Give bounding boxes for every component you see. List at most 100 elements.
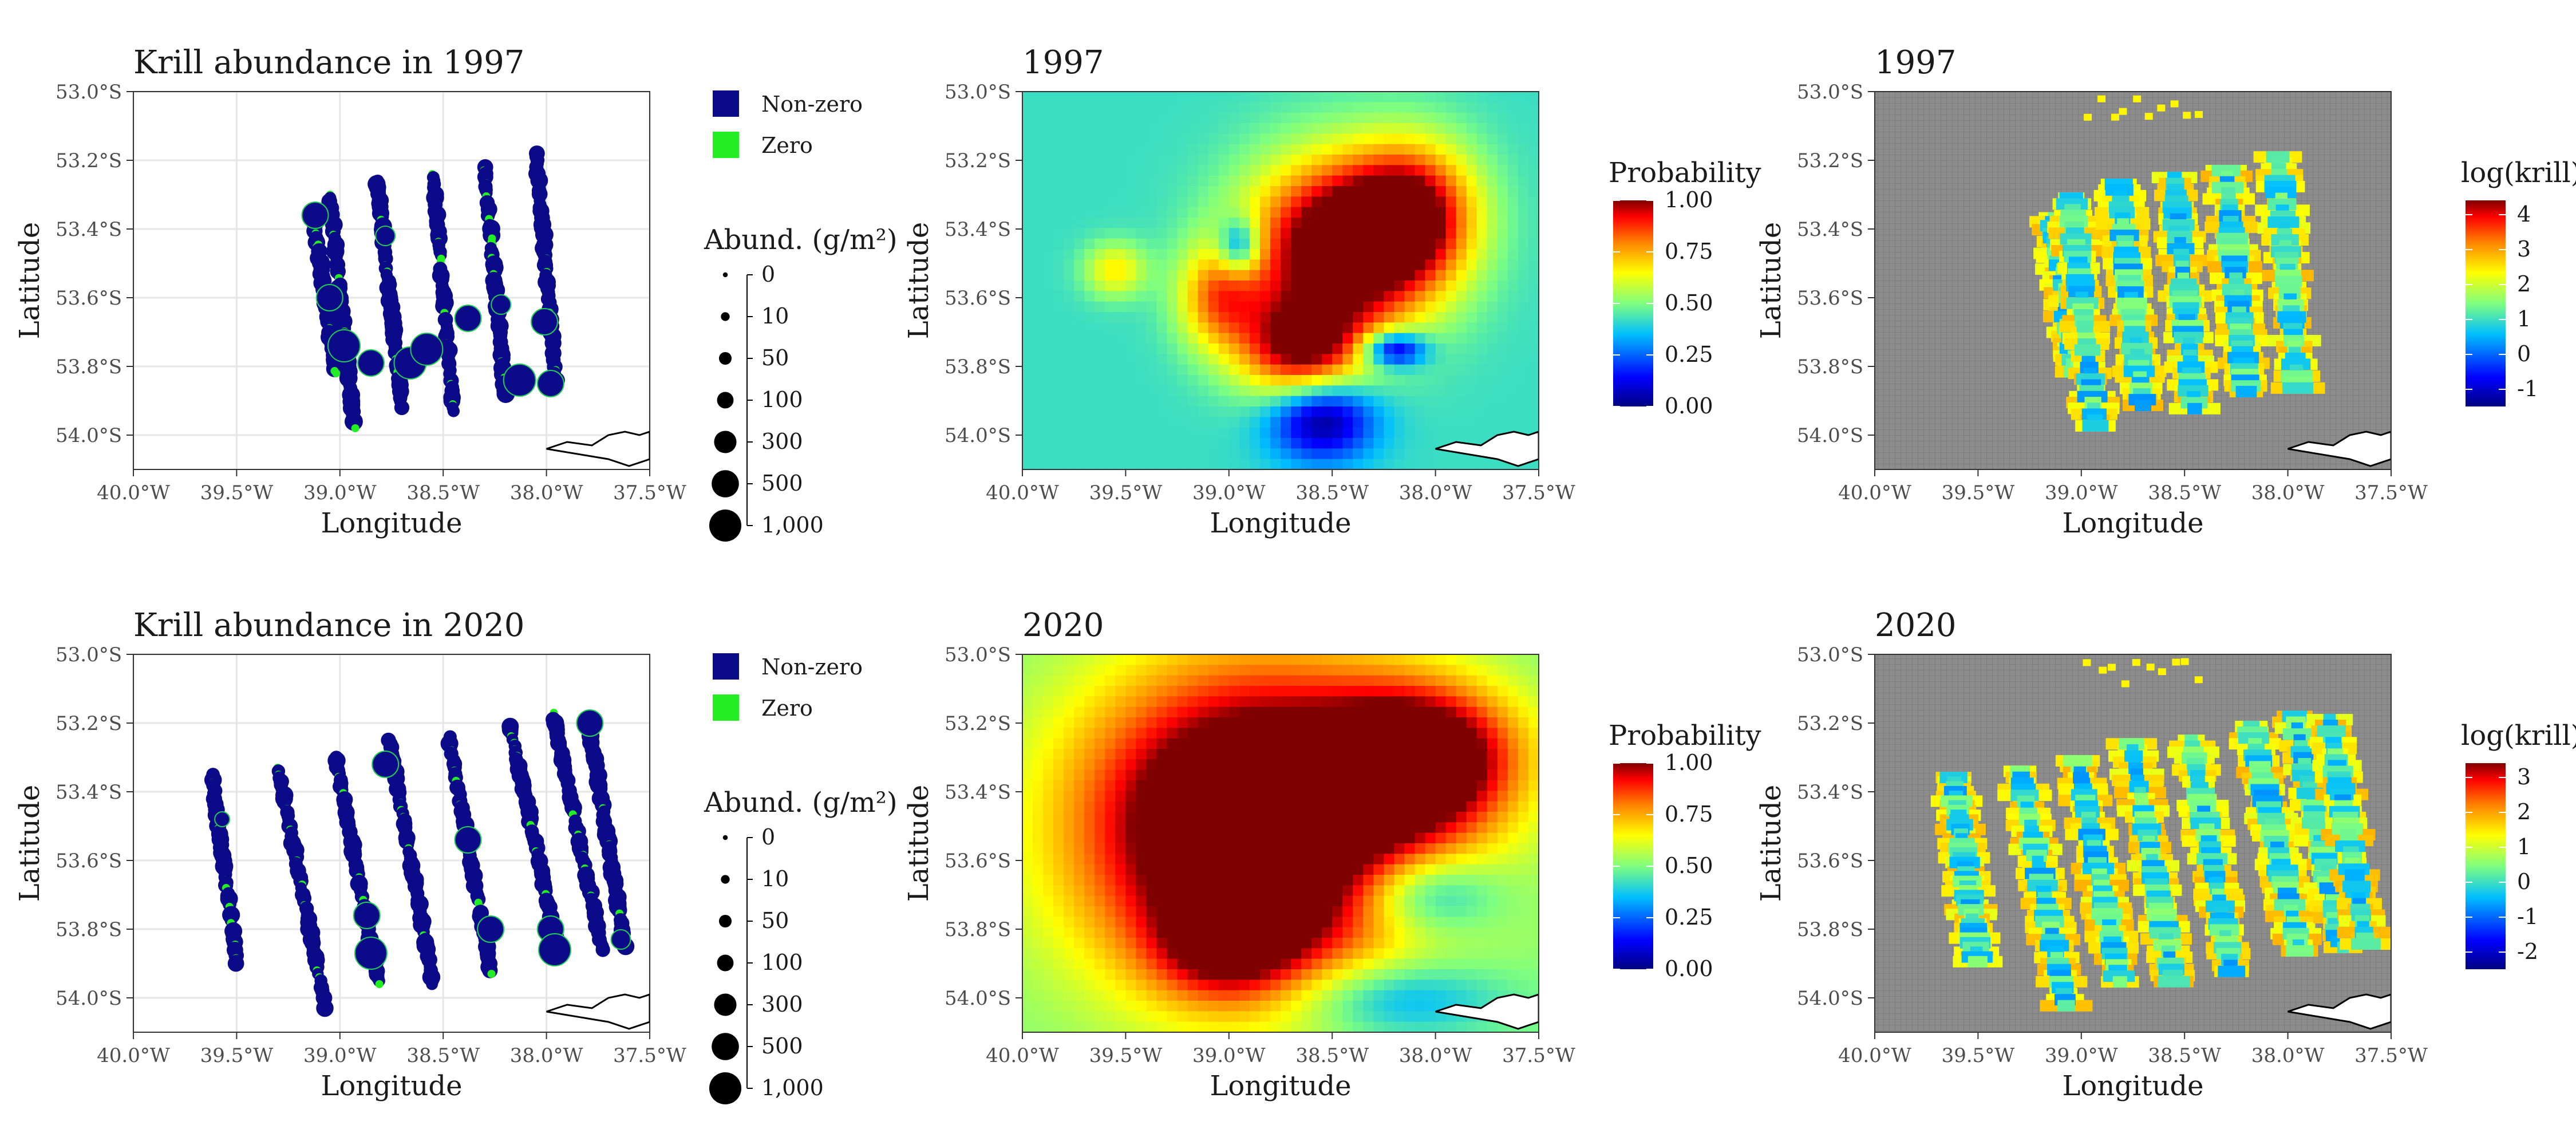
heat-cell	[1259, 406, 1271, 418]
heat-cell	[1187, 812, 1199, 823]
heat-cell	[1342, 270, 1354, 281]
heat-cell	[1518, 207, 1529, 218]
heat-cell	[1487, 218, 1498, 229]
heat-cell	[1466, 427, 1477, 439]
heat-cell	[1404, 885, 1416, 897]
heat-cell	[1208, 291, 1219, 302]
heat-cell	[1384, 938, 1395, 949]
heat-cell	[1425, 175, 1436, 187]
heat-cell	[1528, 249, 1539, 260]
heat-cell	[1239, 801, 1250, 812]
heat-cell	[1198, 102, 1209, 113]
heat-cell	[1466, 165, 1477, 176]
heat-cell	[1228, 675, 1240, 686]
heat-cell	[1022, 155, 1034, 166]
heat-cell	[1043, 175, 1054, 187]
heat-cell	[1115, 791, 1127, 802]
heat-cell	[1239, 207, 1250, 218]
heat-cell	[1022, 769, 1034, 781]
heat-cell	[1105, 301, 1116, 313]
heat-cell	[1084, 958, 1096, 970]
heat-cell	[1074, 427, 1085, 439]
heat-cell	[1187, 385, 1199, 397]
heat-cell	[1342, 1021, 1354, 1032]
heat-cell	[1322, 238, 1333, 250]
heat-cell	[1115, 917, 1127, 928]
legend-nonzero-label: Non-zero	[761, 92, 863, 117]
heat-cell	[1249, 175, 1261, 187]
heat-cell	[1270, 123, 1281, 135]
heat-cell	[1528, 165, 1539, 176]
heat-cell	[1528, 312, 1539, 323]
heat-cell	[1115, 133, 1127, 145]
heat-cell	[1136, 301, 1147, 313]
heat-cell	[1394, 875, 1405, 886]
abundance-point	[610, 929, 631, 950]
heat-cell	[1239, 822, 1250, 834]
heat-cell	[1033, 686, 1044, 697]
heat-cell	[1415, 780, 1426, 792]
heat-cell	[1404, 186, 1416, 198]
y-tick-label: 54.0°S	[1797, 424, 1863, 447]
heat-cell	[1043, 1011, 1054, 1022]
heat-cell	[1177, 990, 1188, 1001]
heat-cell	[1156, 322, 1168, 334]
heat-cell	[1363, 665, 1374, 676]
heat-cell	[1259, 427, 1271, 439]
heat-cell	[1476, 312, 1488, 323]
heat-cell	[1332, 948, 1344, 960]
heat-cell	[1053, 738, 1065, 749]
heat-cell	[1384, 133, 1395, 145]
heat-cell	[1373, 717, 1385, 729]
heat-cell	[1167, 333, 1178, 344]
heat-cell	[1363, 281, 1374, 292]
heat-cell	[1084, 396, 1096, 407]
heat-cell	[1208, 990, 1219, 1001]
heat-cell	[1095, 706, 1106, 718]
heat-cell	[1342, 396, 1354, 407]
heat-cell	[1146, 281, 1157, 292]
heat-cell	[1487, 396, 1498, 407]
heat-cell	[1384, 175, 1395, 187]
heat-cell	[1291, 665, 1302, 676]
heat-cell	[1415, 717, 1426, 729]
heat-cell	[1384, 980, 1395, 991]
heat-cell	[1259, 354, 1271, 365]
heat-cell	[1476, 186, 1488, 198]
heat-cell	[1415, 895, 1426, 907]
heat-cell	[1228, 854, 1240, 865]
heat-cell	[1497, 270, 1508, 281]
heat-cell	[1187, 459, 1199, 469]
heat-cell	[1022, 832, 1034, 844]
heat-cell	[1394, 969, 1405, 981]
heat-cell	[1301, 665, 1313, 676]
heat-cell	[1291, 749, 1302, 760]
heat-cell	[1198, 259, 1209, 271]
heat-cell	[1249, 696, 1261, 708]
heat-cell	[1115, 406, 1127, 418]
heat-cell	[1301, 875, 1313, 886]
heat-cell	[1136, 144, 1147, 155]
heat-cell	[1146, 1001, 1157, 1012]
heat-cell	[1311, 344, 1323, 355]
heat-cell	[1033, 207, 1044, 218]
heat-cell	[1249, 738, 1261, 749]
heat-cell	[1125, 427, 1137, 439]
heat-cell	[1404, 375, 1416, 386]
heat-cell	[1167, 738, 1178, 749]
heat-cell	[1136, 706, 1147, 718]
heat-cell	[1270, 906, 1281, 918]
heat-cell	[1311, 832, 1323, 844]
heat-cell	[1415, 675, 1426, 686]
heat-cell	[1249, 112, 1261, 124]
heat-cell	[1187, 218, 1199, 229]
heat-cell	[1115, 175, 1127, 187]
heat-cell	[1281, 270, 1292, 281]
heat-cell	[1095, 375, 1106, 386]
heat-cell	[1466, 112, 1477, 124]
heat-cell	[1167, 427, 1178, 439]
heat-cell	[1022, 207, 1034, 218]
heat-cell	[1033, 301, 1044, 313]
heat-cell	[1239, 958, 1250, 970]
heat-cell	[1095, 438, 1106, 449]
